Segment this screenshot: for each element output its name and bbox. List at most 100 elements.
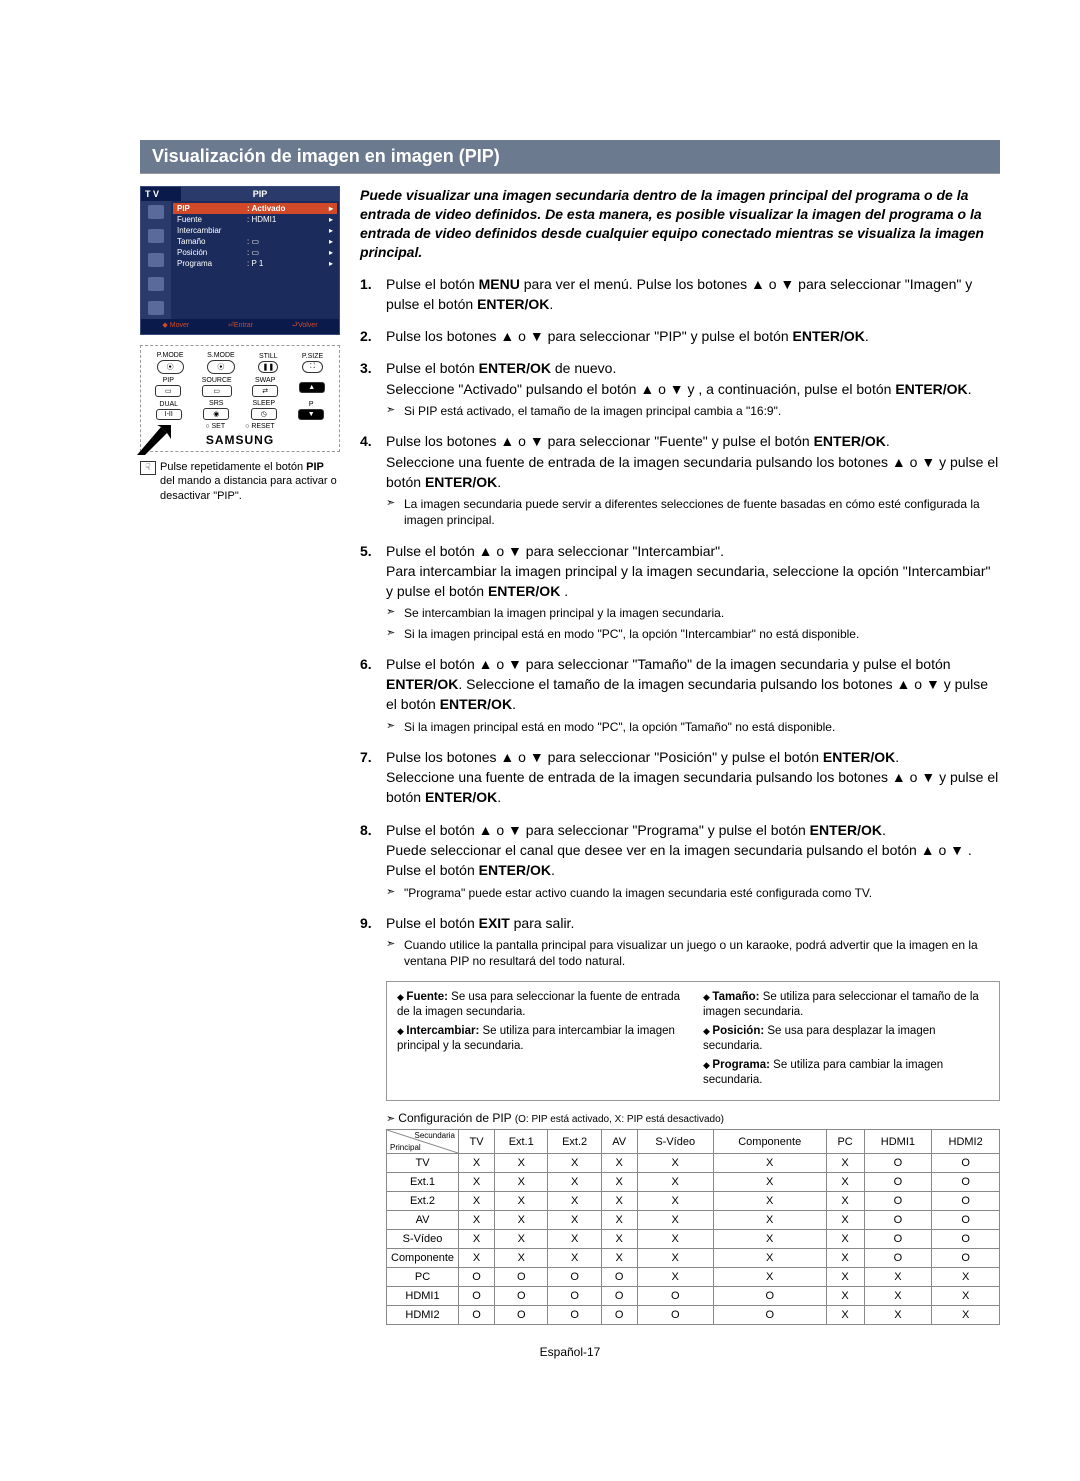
remote-button: ◉ bbox=[203, 408, 229, 420]
table-cell: O bbox=[864, 1230, 932, 1249]
table-cell: O bbox=[459, 1306, 495, 1325]
table-cell: O bbox=[548, 1306, 601, 1325]
tv-menu-row: Intercambiar▸ bbox=[173, 225, 337, 236]
remote-button: I-II bbox=[156, 409, 182, 420]
table-cell: X bbox=[713, 1230, 826, 1249]
remote-arrow-icon bbox=[137, 425, 177, 455]
defs-right: ◆ Tamaño: Se utiliza para seleccionar el… bbox=[703, 990, 989, 1092]
remote-diagram: P.MODE⦿ S.MODE⦿ STILL❚❚ P.SIZE⛶ PIP▭ SOU… bbox=[140, 345, 340, 452]
table-cell: O bbox=[548, 1287, 601, 1306]
table-cell: X bbox=[826, 1173, 864, 1192]
table-col-header: Ext.2 bbox=[548, 1130, 601, 1154]
table-row-header: PC bbox=[387, 1268, 459, 1287]
side-note-text: Pulse repetidamente el botón PIP del man… bbox=[160, 460, 340, 503]
table-cell: O bbox=[864, 1211, 932, 1230]
content-wrap: T V PIP PIP: Activado▸Fuente: HDMI1▸Inte… bbox=[140, 186, 1000, 1325]
step-5-sub1: Se intercambian la imagen principal y la… bbox=[386, 605, 1000, 621]
tv-menu-row: Programa: P 1▸ bbox=[173, 258, 337, 269]
section-title: Visualización de imagen en imagen (PIP) bbox=[140, 140, 1000, 174]
table-cell: X bbox=[601, 1211, 637, 1230]
step-6: Pulse el botón ▲ o ▼ para seleccionar "T… bbox=[360, 654, 1000, 735]
tv-menu-row: Tamaño: ▭▸ bbox=[173, 236, 337, 247]
table-row: AVXXXXXXXOO bbox=[387, 1211, 1000, 1230]
table-cell: X bbox=[495, 1230, 548, 1249]
remote-icon: ☟ bbox=[140, 461, 156, 475]
table-col-header: PC bbox=[826, 1130, 864, 1154]
definition-item: ◆ Tamaño: Se utiliza para seleccionar el… bbox=[703, 990, 989, 1020]
table-cell: X bbox=[495, 1173, 548, 1192]
step-9: Pulse el botón EXIT para salir. Cuando u… bbox=[360, 913, 1000, 970]
tv-menu-row: PIP: Activado▸ bbox=[173, 203, 337, 214]
config-title: Configuración de PIP (O: PIP está activa… bbox=[386, 1111, 1000, 1125]
remote-label: SOURCE bbox=[202, 377, 232, 384]
table-cell: X bbox=[637, 1249, 713, 1268]
table-cell: O bbox=[932, 1211, 1000, 1230]
table-row: Ext.2XXXXXXXOO bbox=[387, 1192, 1000, 1211]
steps-list: Pulse el botón MENU para ver el menú. Pu… bbox=[360, 274, 1000, 970]
table-cell: O bbox=[932, 1154, 1000, 1173]
table-cell: X bbox=[826, 1249, 864, 1268]
table-cell: X bbox=[548, 1173, 601, 1192]
table-cell: O bbox=[495, 1268, 548, 1287]
table-row-header: S-Vídeo bbox=[387, 1230, 459, 1249]
step-4-sub: La imagen secundaria puede servir a dife… bbox=[386, 496, 1000, 528]
table-cell: X bbox=[495, 1211, 548, 1230]
table-cell: X bbox=[548, 1249, 601, 1268]
side-note: ☟ Pulse repetidamente el botón PIP del m… bbox=[140, 460, 340, 503]
remote-down-button: ▼ bbox=[298, 409, 324, 420]
remote-up-button: ▲ bbox=[299, 382, 325, 393]
table-row-header: HDMI2 bbox=[387, 1306, 459, 1325]
table-cell: O bbox=[932, 1173, 1000, 1192]
table-cell: X bbox=[826, 1192, 864, 1211]
table-cell: X bbox=[637, 1173, 713, 1192]
step-9-sub: Cuando utilice la pantalla principal par… bbox=[386, 937, 1000, 969]
definition-item: ◆ Programa: Se utiliza para cambiar la i… bbox=[703, 1058, 989, 1088]
table-cell: X bbox=[826, 1306, 864, 1325]
table-cell: X bbox=[459, 1230, 495, 1249]
remote-reset: ○ RESET bbox=[245, 423, 275, 430]
table-cell: X bbox=[713, 1249, 826, 1268]
tv-menu-footer-item: ⏎Entrar bbox=[228, 321, 253, 332]
table-cell: O bbox=[637, 1306, 713, 1325]
tv-menu-icons bbox=[141, 201, 171, 319]
table-cell: X bbox=[495, 1154, 548, 1173]
defs-left: ◆ Fuente: Se usa para seleccionar la fue… bbox=[397, 990, 683, 1092]
table-cell: X bbox=[713, 1173, 826, 1192]
table-cell: O bbox=[459, 1287, 495, 1306]
table-cell: X bbox=[459, 1173, 495, 1192]
definitions-box: ◆ Fuente: Se usa para seleccionar la fue… bbox=[386, 981, 1000, 1101]
table-cell: X bbox=[637, 1211, 713, 1230]
table-cell: X bbox=[495, 1249, 548, 1268]
table-row-header: TV bbox=[387, 1154, 459, 1173]
remote-label: P.MODE bbox=[157, 352, 184, 359]
table-cell: X bbox=[548, 1230, 601, 1249]
table-cell: O bbox=[601, 1268, 637, 1287]
table-cell: X bbox=[826, 1287, 864, 1306]
table-cell: O bbox=[548, 1268, 601, 1287]
table-col-header: HDMI2 bbox=[932, 1130, 1000, 1154]
table-cell: X bbox=[459, 1249, 495, 1268]
remote-label: PIP bbox=[155, 377, 181, 384]
tv-label: T V bbox=[141, 187, 181, 201]
remote-button: ⦿ bbox=[157, 360, 184, 374]
table-cell: X bbox=[637, 1230, 713, 1249]
table-cell: O bbox=[932, 1192, 1000, 1211]
table-cell: X bbox=[601, 1154, 637, 1173]
remote-label: P.SIZE bbox=[302, 353, 323, 360]
table-cell: X bbox=[826, 1268, 864, 1287]
table-cell: X bbox=[713, 1154, 826, 1173]
right-column: Puede visualizar una imagen secundaria d… bbox=[360, 186, 1000, 1325]
table-row-header: HDMI1 bbox=[387, 1287, 459, 1306]
table-row-header: AV bbox=[387, 1211, 459, 1230]
remote-button: ⛶ bbox=[302, 361, 323, 373]
table-cell: X bbox=[548, 1192, 601, 1211]
table-col-header: Ext.1 bbox=[495, 1130, 548, 1154]
left-column: T V PIP PIP: Activado▸Fuente: HDMI1▸Inte… bbox=[140, 186, 340, 1325]
table-cell: O bbox=[601, 1287, 637, 1306]
remote-button: ❚❚ bbox=[258, 361, 278, 373]
table-row: HDMI2OOOOOOXXX bbox=[387, 1306, 1000, 1325]
remote-label: STILL bbox=[258, 353, 278, 360]
table-cell: O bbox=[637, 1287, 713, 1306]
table-cell: X bbox=[459, 1192, 495, 1211]
table-cell: O bbox=[713, 1287, 826, 1306]
